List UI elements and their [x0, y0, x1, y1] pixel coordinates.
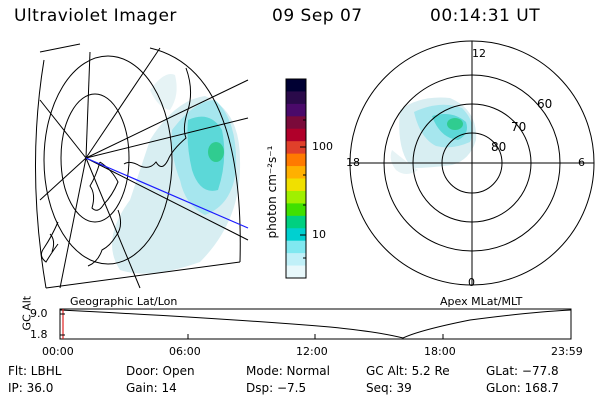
status-seq: Seq: 39: [366, 381, 412, 395]
status-door: Door: Open: [126, 364, 195, 378]
colorbar-tick-10: 10: [312, 228, 326, 241]
status-flt: Flt: LBHL: [8, 364, 62, 378]
altitude-xtick-2359: 23:59: [551, 345, 583, 358]
colorbar-stripe: [286, 203, 306, 217]
geo-noon-meridian-line: [85, 157, 249, 229]
instrument-title: Ultraviolet Imager: [14, 6, 177, 26]
polar-mlt-label-12: 12: [472, 47, 486, 60]
geo-coastlines: [40, 67, 192, 267]
polar-mlt-label-0: 0: [468, 276, 475, 289]
colorbar-stripe: [286, 190, 306, 204]
altitude-xtick-1800: 18:00: [424, 345, 456, 358]
polar-map-label: Apex MLat/MLT: [440, 295, 523, 308]
status-mode: Mode: Normal: [246, 364, 330, 378]
polar-grid: [349, 40, 595, 286]
status-dsp: Dsp: −7.5: [246, 381, 307, 395]
colorbar-stripe: [286, 253, 306, 267]
colorbar-stripe: [286, 91, 306, 105]
polar-lat-label-60: 60: [537, 97, 553, 111]
colorbar-stripe: [286, 215, 306, 229]
colorbar-stripe: [286, 265, 306, 279]
polar-mlt-label-6: 6: [578, 156, 585, 169]
status-gc-alt: GC Alt: 5.2 Re: [366, 364, 450, 378]
altitude-xtick-0600: 06:00: [169, 345, 201, 358]
colorbar-stripe: [286, 240, 306, 254]
colorbar-stripe: [286, 79, 306, 92]
colorbar-stripe: [286, 153, 306, 167]
geo-aurora-emission: [112, 74, 241, 274]
status-gain: Gain: 14: [126, 381, 177, 395]
time-label: 00:14:31 UT: [430, 6, 541, 26]
geo-grid-lines: [35, 43, 249, 289]
polar-aurora-emission: [390, 97, 477, 174]
colorbar-stripe: [286, 141, 306, 155]
status-glat: GLat: −77.8: [486, 364, 559, 378]
altitude-ytick-9: 9.0: [30, 307, 48, 320]
colorbar-stripe: [286, 178, 306, 192]
polar-lat-label-70: 70: [511, 120, 527, 134]
colorbar-stripe: [286, 166, 306, 179]
polar-mlt-label-18: 18: [346, 156, 360, 169]
altitude-trace: [59, 309, 572, 339]
colorbar-stripe: [286, 103, 306, 117]
colorbar-stripe: [286, 128, 306, 142]
altitude-xtick-0000: 00:00: [42, 345, 74, 358]
colorbar-stripe: [286, 116, 306, 130]
colorbar-stripe: [286, 228, 306, 242]
geo-map-label: Geographic Lat/Lon: [70, 295, 178, 308]
date-label: 09 Sep 07: [272, 6, 363, 26]
colorbar-tick-100: 100: [312, 140, 333, 153]
altitude-ytick-1-8: 1.8: [30, 328, 48, 341]
polar-lat-label-80: 80: [491, 140, 507, 154]
status-ip: IP: 36.0: [8, 381, 54, 395]
altitude-xtick-1200: 12:00: [296, 345, 328, 358]
status-glon: GLon: 168.7: [486, 381, 559, 395]
